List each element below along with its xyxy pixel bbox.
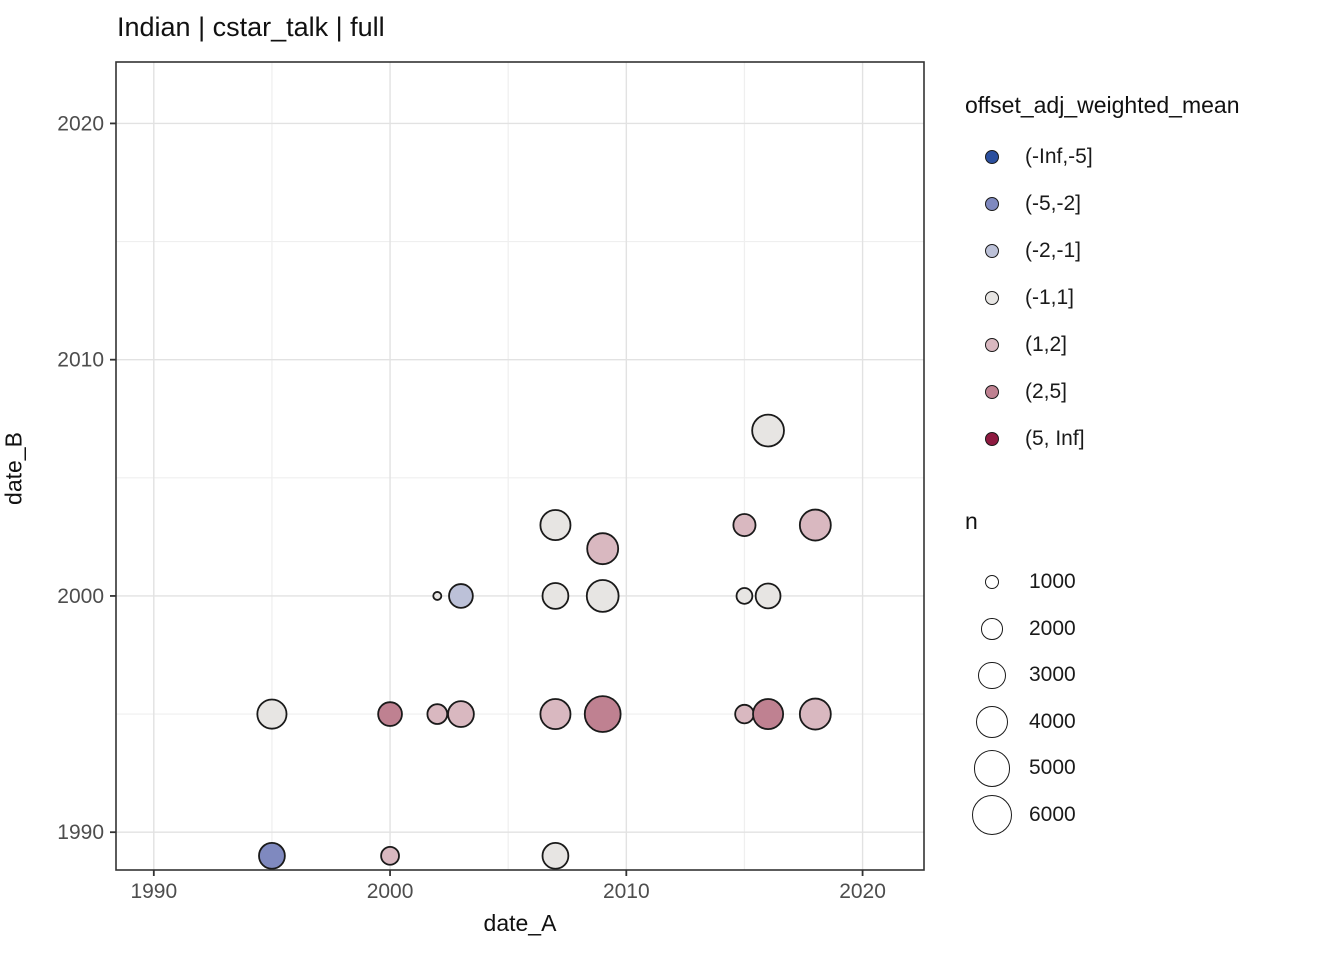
- data-point[interactable]: [447, 700, 475, 728]
- size-legend-item: 5000: [965, 745, 1076, 792]
- data-point[interactable]: [377, 701, 403, 727]
- data-point[interactable]: [256, 698, 288, 730]
- swatch-column: [965, 618, 1019, 640]
- x-tick-label: 1990: [130, 880, 177, 903]
- swatch-column: [965, 794, 1019, 835]
- size-legend-item: 6000: [965, 792, 1076, 839]
- data-point[interactable]: [539, 698, 572, 731]
- size-swatch-icon: [971, 794, 1013, 835]
- data-point[interactable]: [734, 703, 755, 725]
- data-point[interactable]: [754, 582, 782, 610]
- color-swatch-icon: [985, 290, 999, 305]
- data-point[interactable]: [380, 845, 400, 866]
- x-axis-title: date_A: [483, 910, 557, 936]
- points-layer: [256, 413, 832, 870]
- size-swatch-icon: [973, 750, 1011, 787]
- size-legend: n 1000 2000 3000 4000 5000 6000: [965, 508, 1076, 838]
- size-legend-title: n: [965, 508, 978, 534]
- color-legend-label: (-Inf,-5]: [1025, 144, 1093, 168]
- color-legend-item: (5, Inf]: [965, 415, 1240, 462]
- swatch-column: [965, 661, 1019, 689]
- data-point[interactable]: [426, 703, 449, 725]
- swatch-column: [965, 384, 1019, 399]
- size-legend-item: 1000: [965, 559, 1076, 606]
- data-point[interactable]: [751, 413, 785, 448]
- data-point[interactable]: [585, 579, 620, 613]
- size-swatch-icon: [981, 618, 1003, 640]
- y-tick-label: 2000: [57, 585, 104, 608]
- data-point[interactable]: [735, 587, 754, 605]
- color-legend-item: (-Inf,-5]: [965, 133, 1240, 180]
- y-axis-title: date_B: [0, 432, 27, 505]
- swatch-column: [965, 705, 1019, 738]
- size-legend-item: 4000: [965, 699, 1076, 746]
- data-point[interactable]: [258, 841, 286, 870]
- data-point[interactable]: [432, 591, 443, 601]
- size-legend-item: 3000: [965, 652, 1076, 699]
- x-tick-label: 2000: [367, 880, 414, 903]
- data-point[interactable]: [752, 698, 785, 731]
- size-swatch-icon: [985, 575, 999, 590]
- swatch-column: [965, 149, 1019, 164]
- size-legend-label: 2000: [1029, 616, 1076, 640]
- color-swatch-icon: [985, 149, 999, 164]
- color-legend-label: (-5,-2]: [1025, 191, 1082, 215]
- x-tick-label: 2020: [839, 880, 886, 903]
- size-legend-label: 5000: [1029, 756, 1076, 780]
- size-legend-label: 3000: [1029, 663, 1076, 687]
- swatch-column: [965, 243, 1019, 258]
- data-point[interactable]: [539, 509, 572, 542]
- color-legend-label: (2,5]: [1025, 379, 1068, 403]
- data-point[interactable]: [448, 583, 474, 609]
- color-legend-item: (1,2]: [965, 321, 1240, 368]
- y-tick-label: 2010: [57, 349, 104, 372]
- color-swatch-icon: [985, 243, 999, 258]
- color-legend-label: (-2,-1]: [1025, 238, 1082, 262]
- data-point[interactable]: [541, 841, 570, 870]
- swatch-column: [965, 575, 1019, 590]
- size-swatch-icon: [975, 705, 1009, 738]
- color-legend-item: (-2,-1]: [965, 227, 1240, 274]
- y-tick-label: 2020: [57, 112, 104, 135]
- color-legend-label: (-1,1]: [1025, 285, 1075, 309]
- color-swatch-icon: [985, 384, 999, 399]
- color-legend-item: (-5,-2]: [965, 180, 1240, 227]
- panel-border: [115, 61, 925, 871]
- color-swatch-icon: [985, 196, 999, 211]
- color-swatch-icon: [985, 431, 999, 446]
- data-point[interactable]: [732, 513, 757, 538]
- color-legend-item: (-1,1]: [965, 274, 1240, 321]
- color-legend-label: (1,2]: [1025, 332, 1068, 356]
- data-point[interactable]: [798, 508, 832, 542]
- size-legend-label: 6000: [1029, 802, 1076, 826]
- swatch-column: [965, 750, 1019, 787]
- swatch-column: [965, 431, 1019, 446]
- color-legend-label: (5, Inf]: [1025, 426, 1085, 450]
- swatch-column: [965, 337, 1019, 352]
- size-legend-items: 1000 2000 3000 4000 5000 6000: [965, 559, 1076, 838]
- color-legend-item: (2,5]: [965, 368, 1240, 415]
- size-legend-item: 2000: [965, 606, 1076, 653]
- size-swatch-icon: [978, 661, 1006, 689]
- color-legend-items: (-Inf,-5] (-5,-2] (-2,-1] (-1,1] (1,2] (2,5] (…: [965, 133, 1240, 462]
- size-legend-label: 4000: [1029, 709, 1076, 733]
- plot-panel: [116, 62, 924, 870]
- color-legend-title: offset_adj_weighted_mean: [965, 92, 1240, 118]
- swatch-column: [965, 290, 1019, 305]
- y-tick-label: 1990: [57, 821, 104, 844]
- color-legend: offset_adj_weighted_mean (-Inf,-5] (-5,-2…: [965, 92, 1240, 462]
- swatch-column: [965, 196, 1019, 211]
- size-legend-label: 1000: [1029, 570, 1076, 594]
- chart-title: Indian | cstar_talk | full: [117, 12, 385, 42]
- x-tick-label: 2010: [603, 880, 650, 903]
- data-point[interactable]: [798, 697, 832, 731]
- data-point[interactable]: [583, 695, 622, 733]
- data-point[interactable]: [586, 532, 620, 566]
- color-swatch-icon: [985, 337, 999, 352]
- data-point[interactable]: [541, 582, 570, 610]
